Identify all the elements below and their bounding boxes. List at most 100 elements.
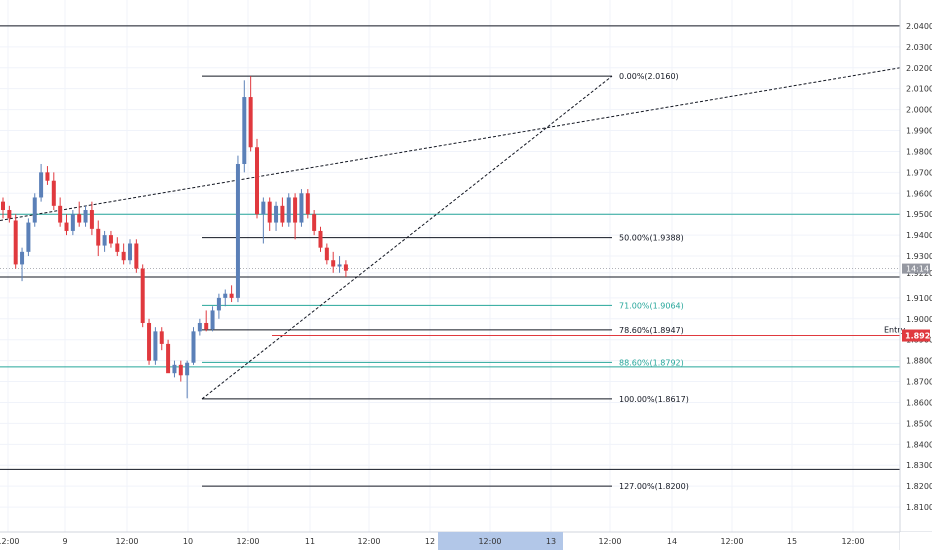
- candle-body: [20, 251, 25, 265]
- price-tick-label: 1.8600: [906, 398, 932, 407]
- candle-body: [216, 297, 221, 311]
- time-tick-label: 12:00: [115, 537, 138, 546]
- candle-body: [45, 172, 50, 181]
- price-tick-label: 1.8200: [906, 482, 932, 491]
- price-tick-label: 1.9000: [906, 315, 932, 324]
- candle-body: [58, 205, 63, 223]
- trend-lines[interactable]: [0, 67, 901, 400]
- candle-body: [108, 235, 113, 244]
- candle-body: [299, 193, 304, 223]
- horizontal-lines[interactable]: [0, 25, 900, 470]
- fib-level-label: 88.60%(1.8792): [619, 358, 684, 367]
- price-axis[interactable]: 2.0400 2.0300 2.0200 2.0100 2.0000 1.9900 1.98…: [902, 22, 932, 512]
- candle-body: [274, 205, 279, 223]
- candle-body: [172, 364, 177, 374]
- grid-lines: [0, 0, 900, 532]
- candle-body: [134, 243, 139, 269]
- candle-body: [305, 193, 310, 215]
- price-tick-label: 2.0000: [906, 106, 932, 115]
- candle-body: [324, 247, 329, 261]
- candle-body: [166, 343, 171, 374]
- time-tick-label: 12: [425, 537, 435, 546]
- candle-body: [39, 172, 44, 198]
- entry-price-tag: [902, 329, 930, 342]
- entry-line[interactable]: Entry: [272, 326, 906, 337]
- fib-level-label: 100.00%(1.8617): [619, 395, 689, 404]
- price-tick-label: 2.0300: [906, 43, 932, 52]
- trend-line-upper[interactable]: [0, 67, 901, 221]
- candle-body: [128, 243, 132, 261]
- price-tick-label: 2.0400: [906, 22, 932, 31]
- time-tick-label: 12:00: [236, 537, 259, 546]
- price-tick-label: 2.0200: [906, 64, 932, 73]
- candle-body: [7, 210, 12, 219]
- price-tick-label: 1.8400: [906, 440, 932, 449]
- time-tick-label: 12:00: [0, 537, 20, 546]
- price-tick-label: 1.9300: [906, 252, 932, 261]
- candle-body: [229, 293, 234, 298]
- candle-body: [343, 264, 348, 271]
- time-axis[interactable]: 12:00 9 12:00 10 12:00 11 12:00 12 12:00 13 12:00 1…: [0, 532, 865, 550]
- candle-body: [210, 310, 215, 330]
- fib-level-label: 0.00%(2.0160): [619, 72, 679, 81]
- fib-level-label: 127.00%(1.8200): [619, 482, 689, 491]
- candle-body: [267, 201, 272, 223]
- candle-body: [235, 163, 240, 298]
- current-price-tag: [902, 263, 930, 274]
- time-tick-label: 11: [305, 537, 315, 546]
- price-tick-label: 1.9400: [906, 231, 932, 240]
- time-tick-label: 10: [183, 537, 193, 546]
- price-tick-label: 1.9900: [906, 127, 932, 136]
- entry-price-tag-label: 1.8920: [905, 332, 932, 341]
- candle-body: [197, 322, 202, 332]
- candle-body: [140, 268, 145, 323]
- candle-body: [77, 214, 82, 223]
- price-tick-label: 1.9800: [906, 147, 932, 156]
- candle-body: [204, 322, 209, 330]
- price-tick-label: 1.8800: [906, 357, 932, 366]
- candle-body: [70, 214, 75, 231]
- candle-body: [121, 251, 126, 261]
- price-tick-label: 1.8100: [906, 503, 932, 512]
- candle-body: [32, 197, 37, 223]
- time-tick-label: 15: [787, 537, 797, 546]
- current-price-tag-label: 14:14: [906, 265, 929, 274]
- time-tick-label: 12:00: [598, 537, 621, 546]
- entry-label: Entry: [884, 326, 906, 335]
- candle-body: [64, 222, 69, 231]
- time-tick-label: 12:00: [720, 537, 743, 546]
- candle-body: [26, 222, 31, 252]
- candle-body: [293, 197, 298, 223]
- candle-body: [185, 362, 190, 376]
- price-tick-label: 1.9700: [906, 168, 932, 177]
- candle-body: [115, 243, 120, 252]
- candle-body: [286, 197, 291, 223]
- candle-body: [255, 147, 259, 215]
- candle-body: [1, 201, 5, 211]
- candle-body: [89, 210, 94, 229]
- time-range-highlight: [438, 532, 563, 550]
- candle-body: [147, 322, 152, 361]
- fib-trend-line[interactable]: [201, 75, 613, 400]
- candle-body: [318, 230, 323, 248]
- candle-body: [178, 364, 183, 376]
- time-tick-label: 12:00: [357, 537, 380, 546]
- candle-body: [102, 235, 107, 246]
- candle-body: [261, 201, 266, 215]
- candle-body: [331, 260, 336, 267]
- time-tick-label: 9: [62, 537, 67, 546]
- candle-body: [312, 214, 317, 231]
- time-tick-label: 13: [546, 537, 556, 546]
- candle-body: [223, 293, 228, 298]
- price-tick-label: 1.9500: [906, 210, 932, 219]
- price-tick-label: 1.8500: [906, 419, 932, 428]
- fib-retracement[interactable]: 0.00%(2.0160) 50.00%(1.9388) 71.00%(1.9064…: [202, 72, 689, 491]
- candle-body: [280, 205, 285, 223]
- candle-body: [96, 228, 101, 246]
- time-tick-label: 12:00: [841, 537, 864, 546]
- candle-body: [153, 331, 158, 361]
- time-tick-label: 12:00: [478, 537, 501, 546]
- candle-body: [337, 264, 342, 267]
